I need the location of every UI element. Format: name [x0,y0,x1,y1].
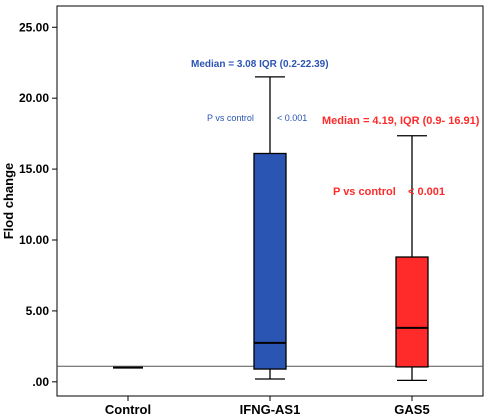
box-series [113,76,429,382]
annotation-gas5-p-value: < 0.001 [408,186,445,198]
y-tick-label: 25.00 [19,20,49,34]
annotations: Median = 3.08 IQR (0.2-22.39) P vs contro… [191,59,480,198]
x-tick-label: Control [105,402,151,417]
x-tick-label: GAS5 [394,402,429,417]
y-axis-title: Flod change [1,163,16,240]
x-axis: Control IFNG-AS1 GAS5 [105,396,430,417]
iqr-box [395,256,429,368]
iqr-box [253,152,287,370]
annotation-ifng-p-value: < 0.001 [277,113,307,123]
y-tick-label: 10.00 [19,233,49,247]
y-tick-label: 15.00 [19,162,49,176]
annotation-ifng-p-label: P vs control [207,113,254,123]
y-axis: .00 5.00 10.00 15.00 20.00 25.00 [19,20,57,389]
annotation-ifng-median: Median = 3.08 IQR (0.2-22.39) [191,59,329,70]
annotation-gas5-median: Median = 4.19, IQR (0.9- 16.91) [322,115,480,127]
y-tick-label: 20.00 [19,91,49,105]
box-ifng-as1 [253,76,287,380]
box-gas5 [395,135,429,382]
annotation-gas5-p-label: P vs control [333,186,396,198]
x-tick-label: IFNG-AS1 [240,402,301,417]
y-tick-label: .00 [32,375,49,389]
y-tick-label: 5.00 [26,304,50,318]
